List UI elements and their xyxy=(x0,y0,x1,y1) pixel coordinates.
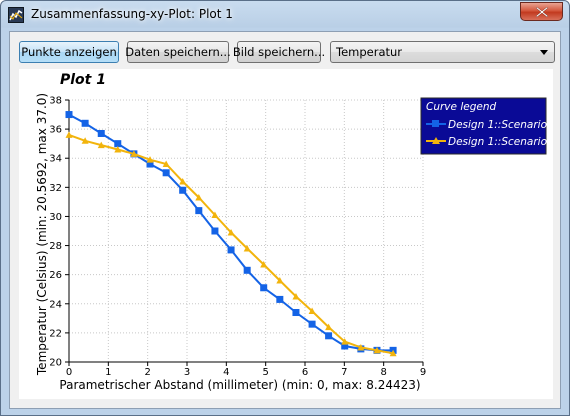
chart-app-icon xyxy=(8,7,24,23)
data-point xyxy=(97,141,105,149)
data-point xyxy=(65,131,73,138)
legend-label-scenario-1: Design 1::Scenario 1 xyxy=(448,119,553,131)
data-point xyxy=(341,338,349,345)
legend-label-scenario-2: Design 1::Scenario 2 xyxy=(448,136,553,148)
x-tick-label: 6 xyxy=(302,367,308,378)
y-tick-label: 26 xyxy=(49,270,62,281)
series-2 xyxy=(65,131,397,357)
data-point xyxy=(227,246,235,254)
x-tick-label: 8 xyxy=(380,367,386,378)
y-ticks: 20 22 24 26 28 30 32 34 36 38 xyxy=(49,96,69,369)
y-tick-label: 22 xyxy=(49,328,62,339)
data-point xyxy=(227,228,235,236)
data-point xyxy=(276,295,284,303)
x-tick-label: 0 xyxy=(66,367,72,378)
legend-marker-square xyxy=(432,120,439,127)
curve-legend: Curve legend Design 1::Scenario 1 Design… xyxy=(420,97,553,155)
data-point xyxy=(389,349,397,357)
data-point xyxy=(373,346,381,354)
legend-entry-scenario-2: Design 1::Scenario 2 xyxy=(426,136,553,148)
data-point xyxy=(243,244,251,252)
data-point xyxy=(195,207,203,215)
data-point xyxy=(211,211,219,218)
y-tick-label: 36 xyxy=(49,125,62,136)
data-point xyxy=(308,307,316,315)
data-point xyxy=(357,343,365,351)
y-tick-label: 28 xyxy=(49,241,62,252)
client-area: Punkte anzeigen Daten speichern... Bild … xyxy=(9,31,561,409)
y-tick-label: 20 xyxy=(49,358,62,369)
x-tick-label: 3 xyxy=(184,367,190,378)
legend-title: Curve legend xyxy=(426,101,496,113)
y-tick-label: 30 xyxy=(49,212,62,223)
x-axis-label: Parametrischer Abstand (millimeter) (min… xyxy=(59,378,420,392)
data-point xyxy=(65,111,73,119)
data-point xyxy=(162,160,170,168)
data-point xyxy=(276,276,284,284)
data-point xyxy=(114,140,122,148)
data-point xyxy=(81,137,89,144)
x-tick-label: 7 xyxy=(341,367,347,378)
data-point xyxy=(292,293,300,300)
chevron-down-icon xyxy=(540,50,548,55)
window-title: Zusammenfassung-xy-Plot: Plot 1 xyxy=(31,7,233,21)
show-points-button[interactable]: Punkte anzeigen xyxy=(19,41,119,63)
data-point xyxy=(211,227,219,235)
save-data-button[interactable]: Daten speichern... xyxy=(125,41,231,63)
data-point xyxy=(308,320,316,328)
data-point xyxy=(341,342,349,350)
data-point xyxy=(114,145,122,153)
y-tick-label: 38 xyxy=(49,96,62,107)
y-tick-label: 34 xyxy=(49,154,62,165)
close-icon xyxy=(536,7,548,17)
variable-select-value: Temperatur xyxy=(336,45,403,59)
data-point xyxy=(195,194,203,201)
data-point xyxy=(325,332,333,340)
data-point xyxy=(146,160,154,168)
data-point xyxy=(179,178,187,185)
plot-title: Plot 1 xyxy=(60,72,106,88)
data-point xyxy=(260,260,268,268)
data-point xyxy=(97,129,105,137)
y-tick-label: 32 xyxy=(49,183,62,194)
data-point xyxy=(260,284,268,292)
data-point xyxy=(243,266,251,274)
series-layer xyxy=(65,111,397,357)
y-axis-label: Temperatur (Celsius) (min: 20.5692, max … xyxy=(35,93,49,376)
data-point xyxy=(162,169,170,177)
data-point xyxy=(130,150,138,157)
data-point xyxy=(146,156,154,163)
x-tick-label: 4 xyxy=(223,367,229,378)
x-tick-label: 5 xyxy=(262,367,268,378)
x-ticks: 0 1 2 3 4 5 6 7 8 9 xyxy=(66,362,426,378)
legend-entry-scenario-1: Design 1::Scenario 1 xyxy=(426,119,553,131)
legend-marker-triangle xyxy=(432,137,440,144)
data-point xyxy=(325,323,333,331)
data-point xyxy=(81,119,89,127)
title-bar[interactable]: Zusammenfassung-xy-Plot: Plot 1 xyxy=(1,1,569,28)
close-button[interactable] xyxy=(520,2,563,21)
save-image-button[interactable]: Bild speichern... xyxy=(233,41,325,63)
data-point xyxy=(292,309,300,317)
x-tick-label: 1 xyxy=(105,367,111,378)
x-tick-label: 9 xyxy=(420,367,426,378)
x-tick-label: 2 xyxy=(144,367,150,378)
y-tick-label: 24 xyxy=(49,299,62,310)
data-point xyxy=(179,186,187,194)
variable-select[interactable]: Temperatur xyxy=(330,41,555,63)
grid xyxy=(69,99,424,362)
